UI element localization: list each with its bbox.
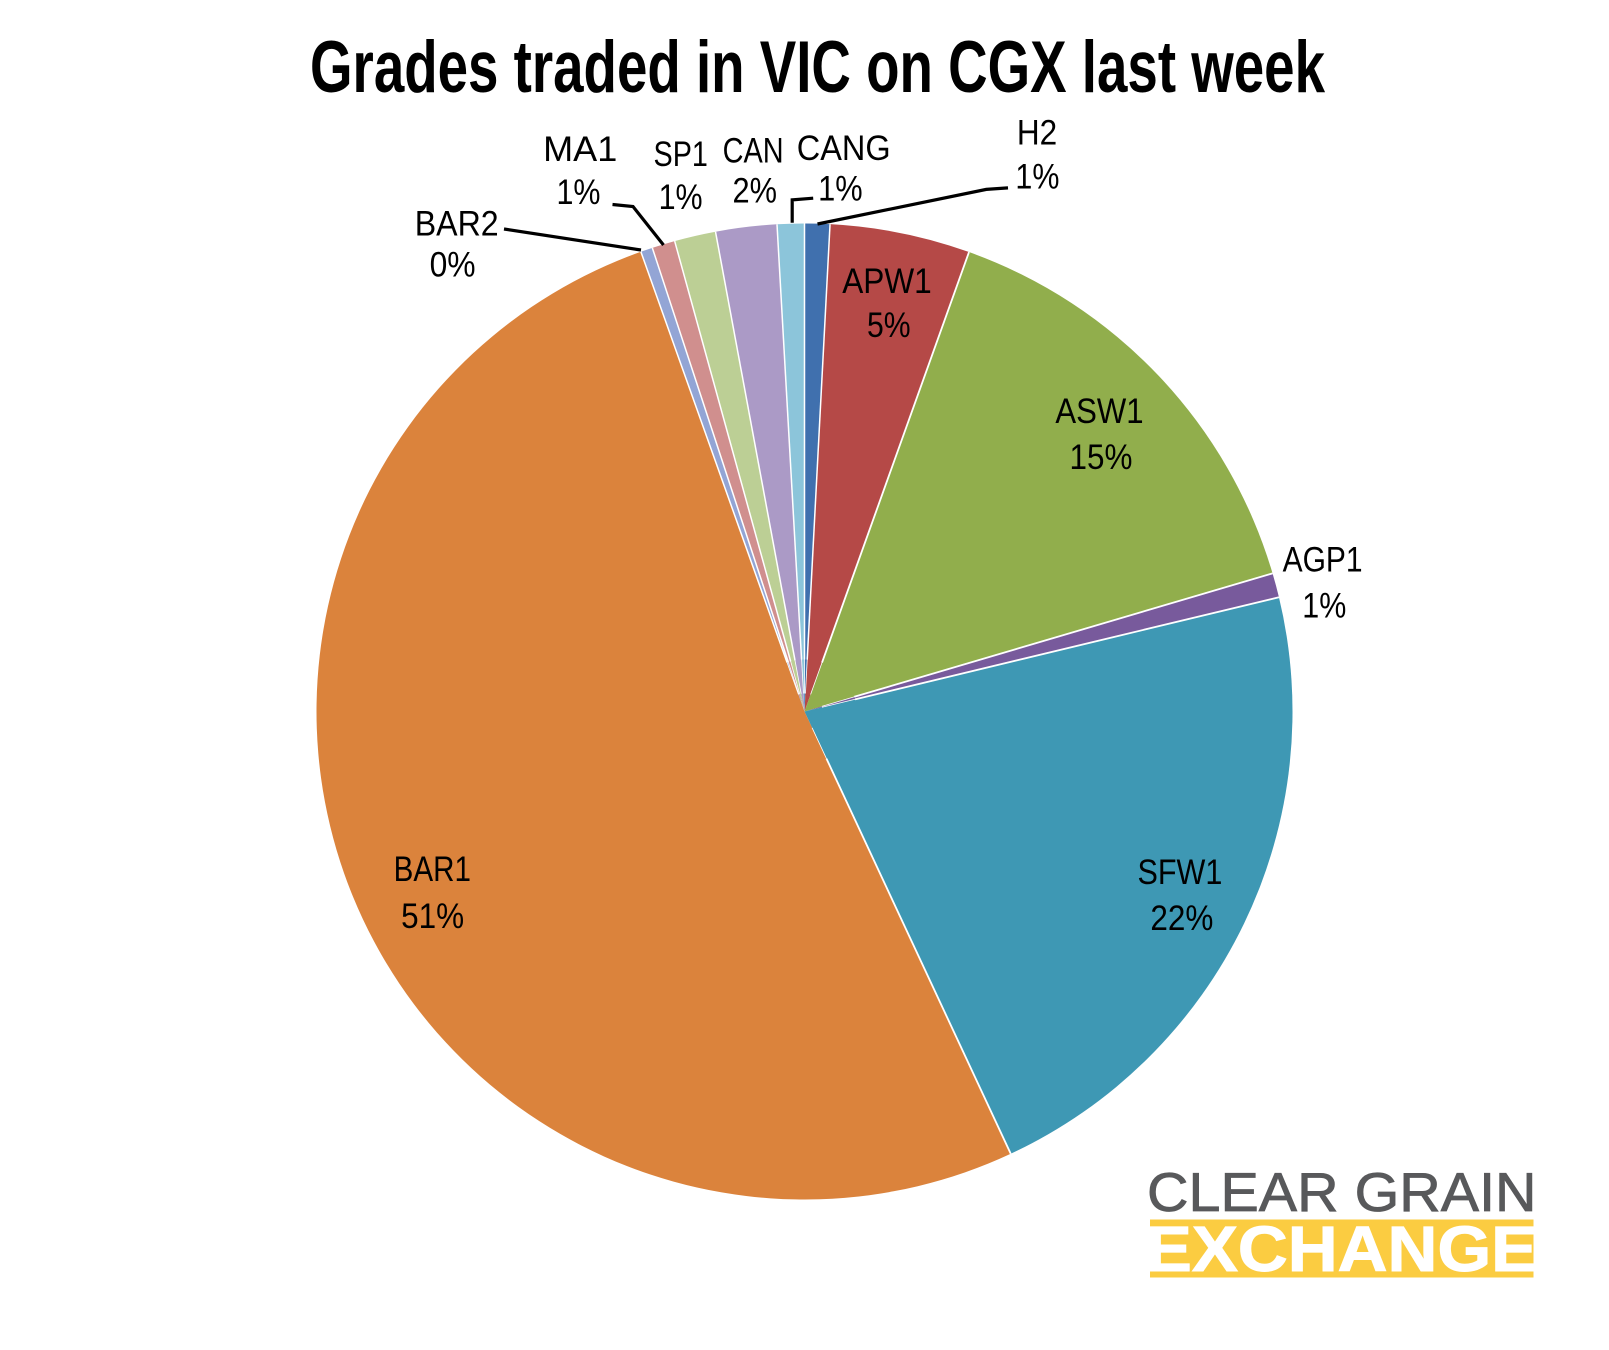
svg-text:CANG: CANG	[797, 129, 891, 168]
svg-text:1%: 1%	[818, 170, 863, 209]
svg-text:APW1: APW1	[842, 262, 932, 301]
svg-text:SFW1: SFW1	[1137, 853, 1222, 892]
svg-text:Grades traded in VIC on CGX la: Grades traded in VIC on CGX last week	[310, 27, 1325, 108]
svg-text:1%: 1%	[1302, 587, 1346, 626]
svg-text:22%: 22%	[1150, 899, 1213, 938]
svg-text:H2: H2	[1017, 113, 1057, 152]
svg-text:EXCHANGE: EXCHANGE	[1146, 1213, 1538, 1285]
svg-text:0%: 0%	[430, 246, 476, 285]
svg-text:CLEAR GRAIN: CLEAR GRAIN	[1147, 1161, 1537, 1223]
svg-text:5%: 5%	[867, 306, 911, 345]
svg-text:MA1: MA1	[543, 130, 617, 169]
svg-text:2%: 2%	[733, 171, 778, 210]
svg-text:1%: 1%	[659, 178, 703, 217]
svg-text:AGP1: AGP1	[1283, 541, 1363, 580]
svg-text:BAR1: BAR1	[394, 850, 471, 889]
svg-text:CAN: CAN	[723, 131, 784, 170]
svg-text:15%: 15%	[1070, 438, 1133, 477]
svg-text:1%: 1%	[557, 173, 601, 212]
svg-text:51%: 51%	[401, 897, 464, 936]
svg-text:BAR2: BAR2	[415, 204, 499, 243]
svg-text:SP1: SP1	[654, 135, 708, 174]
svg-text:ASW1: ASW1	[1055, 392, 1143, 431]
svg-text:1%: 1%	[1015, 157, 1059, 196]
